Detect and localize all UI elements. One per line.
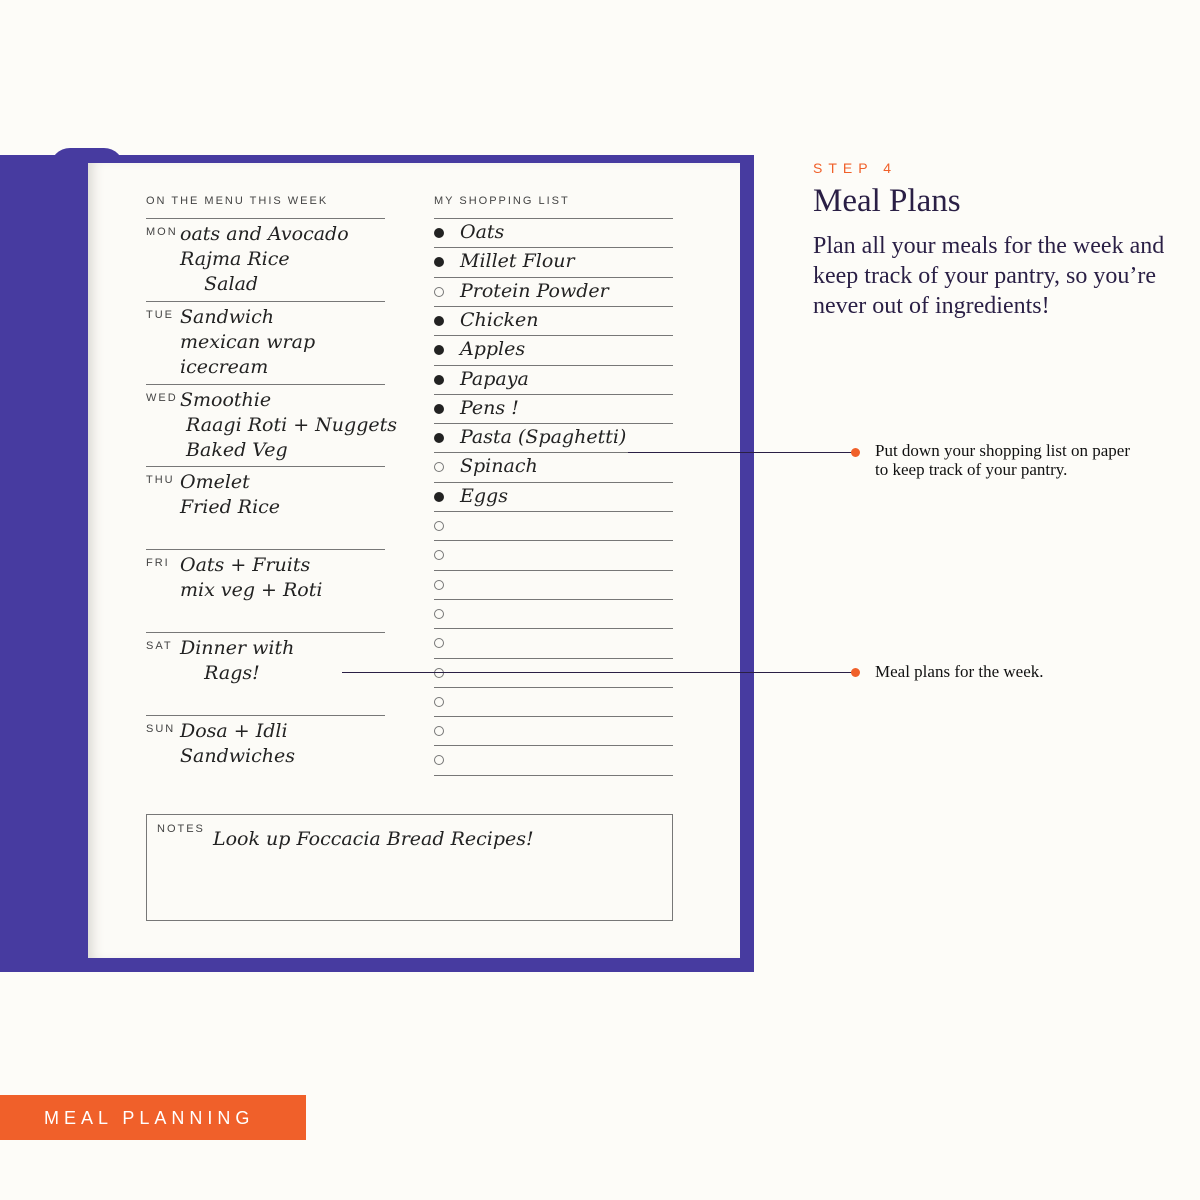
- list-divider: [434, 716, 673, 718]
- checkbox-icon[interactable]: [434, 228, 444, 238]
- list-divider: [434, 569, 673, 571]
- list-divider: [434, 305, 673, 307]
- planner-page: [88, 163, 740, 958]
- checkbox-icon[interactable]: [434, 257, 444, 268]
- checkbox-icon[interactable]: [434, 579, 444, 590]
- checkbox-icon[interactable]: [434, 491, 444, 502]
- callout-meals: Meal plans for the week.: [875, 662, 1044, 681]
- list-divider: [434, 335, 673, 337]
- checkbox-icon[interactable]: [434, 403, 444, 414]
- day-label: WED: [146, 391, 178, 404]
- checkbox-icon[interactable]: [434, 608, 444, 619]
- callout-dot: [851, 448, 860, 457]
- shopping-item[interactable]: Pasta (Spaghetti): [460, 426, 627, 449]
- shopping-item[interactable]: Chicken: [460, 308, 539, 331]
- menu-divider: [146, 549, 385, 551]
- checkbox-icon[interactable]: [434, 286, 444, 297]
- shopping-item[interactable]: Eggs: [460, 484, 508, 507]
- list-divider: [434, 247, 673, 249]
- list-divider: [434, 364, 673, 366]
- menu-divider: [146, 218, 385, 219]
- notes-box[interactable]: NOTES Look up Foccacia Bread Recipes!: [146, 814, 673, 921]
- meal-entry[interactable]: Smoothie Raagi Roti + Nuggets Baked Veg: [180, 388, 397, 461]
- list-divider: [434, 276, 673, 278]
- list-divider: [434, 423, 673, 425]
- list-divider: [434, 218, 673, 219]
- menu-heading: ON THE MENU THIS WEEK: [146, 195, 329, 207]
- meal-entry[interactable]: Sandwich mexican wrap icecream: [180, 305, 316, 378]
- day-label: MON: [146, 226, 178, 238]
- meal-entry[interactable]: Oats + Fruits mix veg + Roti: [180, 554, 323, 602]
- checkbox-icon[interactable]: [434, 315, 444, 326]
- step-label: STEP 4: [813, 160, 897, 176]
- shopping-item[interactable]: Millet Flour: [460, 250, 575, 273]
- checkbox-icon[interactable]: [434, 462, 444, 473]
- list-divider: [434, 686, 673, 688]
- callout-line: [342, 672, 855, 673]
- checkbox-icon[interactable]: [434, 550, 444, 561]
- checkbox-icon[interactable]: [434, 755, 444, 766]
- menu-divider: [146, 383, 385, 385]
- day-label: FRI: [146, 557, 170, 570]
- shopping-item[interactable]: Apples: [460, 338, 526, 361]
- list-divider: [434, 598, 673, 600]
- section-description: Plan all your meals for the week and kee…: [813, 233, 1165, 319]
- meal-entry[interactable]: Dosa + Idli Sandwiches: [180, 719, 295, 767]
- checkbox-icon[interactable]: [434, 433, 444, 444]
- callout-dot: [851, 668, 860, 677]
- checkbox-icon[interactable]: [434, 374, 444, 385]
- list-divider: [434, 628, 673, 630]
- menu-divider: [146, 300, 385, 302]
- shopping-item[interactable]: Pens !: [460, 396, 519, 419]
- checkbox-icon[interactable]: [434, 345, 444, 356]
- shopping-item[interactable]: Papaya: [460, 367, 529, 390]
- day-label: SAT: [146, 640, 173, 652]
- menu-divider: [146, 714, 385, 716]
- list-divider: [434, 657, 673, 659]
- menu-divider: [146, 466, 385, 468]
- day-label: TUE: [146, 308, 174, 321]
- shopping-item[interactable]: Protein Powder: [460, 279, 609, 302]
- list-divider: [434, 511, 673, 512]
- notes-label: NOTES: [157, 823, 205, 835]
- category-badge: MEAL PLANNING: [0, 1095, 306, 1140]
- day-label: THU: [146, 474, 175, 487]
- list-divider: [434, 774, 673, 776]
- meal-entry[interactable]: Dinner with Rags!: [180, 637, 295, 684]
- checkbox-icon[interactable]: [434, 638, 444, 649]
- list-divider: [434, 745, 673, 747]
- meal-entry[interactable]: oats and Avocado Rajma Rice Salad: [180, 223, 349, 295]
- list-divider: [434, 481, 673, 483]
- section-title: Meal Plans: [813, 183, 961, 219]
- notes-text: Look up Foccacia Bread Recipes!: [213, 828, 534, 850]
- list-divider: [434, 393, 673, 395]
- callout-shopping: Put down your shopping list on paper to …: [875, 441, 1130, 479]
- meal-entry[interactable]: Omelet Fried Rice: [180, 471, 281, 519]
- list-divider: [434, 540, 673, 542]
- checkbox-icon[interactable]: [434, 726, 444, 737]
- callout-line: [628, 452, 855, 453]
- checkbox-icon[interactable]: [434, 521, 444, 531]
- shopping-item[interactable]: Oats: [460, 221, 505, 243]
- menu-divider: [146, 632, 385, 633]
- list-divider: [434, 452, 673, 454]
- shopping-item[interactable]: Spinach: [460, 455, 538, 478]
- checkbox-icon[interactable]: [434, 696, 444, 707]
- day-label: SUN: [146, 722, 176, 735]
- shopping-heading: MY SHOPPING LIST: [434, 195, 570, 207]
